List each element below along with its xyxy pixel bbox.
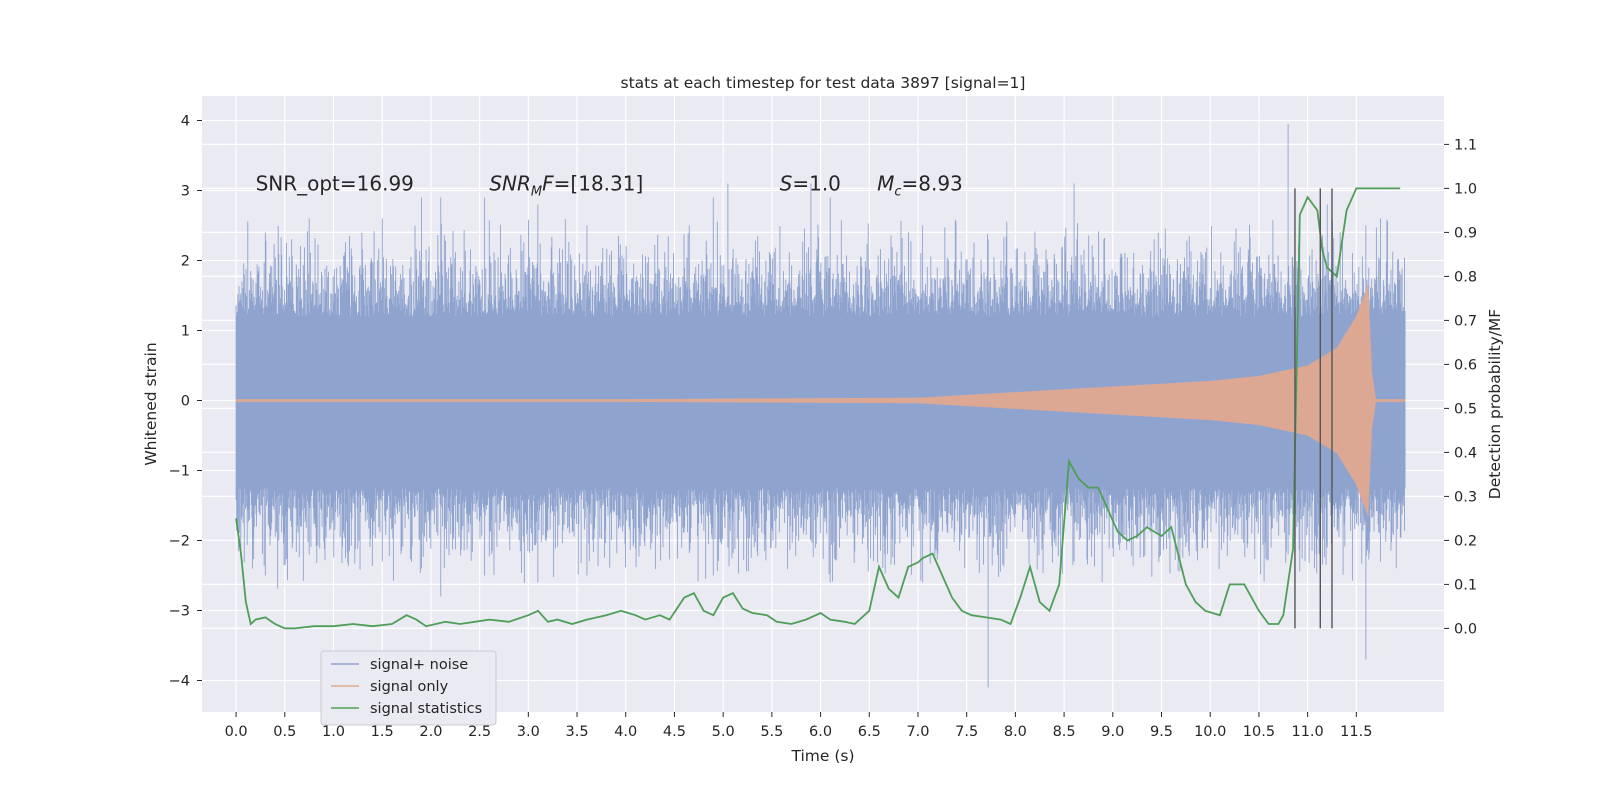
y2-tick-label: 0.2 [1454,533,1477,549]
y2-tick-label: 0.7 [1454,313,1477,329]
x-tick-label: 6.0 [809,724,832,740]
annotation-s: S=1.0 [780,172,841,196]
legend-label-signal-only: signal only [370,679,449,695]
x-tick-label: 10.5 [1243,724,1275,740]
chart-title: stats at each timestep for test data 389… [621,74,1026,92]
x-tick-label: 5.5 [760,724,783,740]
x-tick-label: 2.0 [419,724,442,740]
annotation-snr-mf: SNRMF=[18.31] [489,172,643,200]
x-tick-label: 8.0 [1004,724,1027,740]
y2-axis-label: Detection probability/MF [1486,309,1504,500]
y-tick-label: 1 [181,324,190,340]
legend-label-signal-noise: signal+ noise [370,657,468,673]
legend-label-signal-statistics: signal statistics [370,701,482,717]
series-signal-statistics [235,187,1401,630]
x-tick-label: 2.5 [468,724,491,740]
y2-tick-label: 0.6 [1454,357,1477,373]
x-tick-label: 11.5 [1340,724,1372,740]
x-tick-label: 4.0 [614,724,637,740]
y2-tick-label: 0.5 [1454,401,1477,417]
legend-frame [320,650,497,726]
x-tick-label: 7.0 [906,724,929,740]
y-tick-label: 0 [181,394,190,410]
y2-axis-ticks: 0.0 0.1 0.2 0.3 0.4 0.5 0.6 0.7 0.8 0.9 1.0 1.1 [1444,137,1477,637]
x-tick-label: 6.5 [858,724,881,740]
x-tick-label: 1.0 [322,724,345,740]
y2-tick-label: 0.1 [1454,577,1477,593]
legend: signal+ noise signal only signal statist… [320,650,497,726]
x-tick-label: 3.0 [517,724,540,740]
y2-tick-label: 0.4 [1454,445,1477,461]
x-axis-ticks: 0.0 0.5 1.0 1.5 2.0 2.5 3.0 3.5 4.0 4.5 5.0 5.5 6.0 6… [225,712,1372,740]
y2-tick-label: 0.0 [1454,621,1477,637]
y-tick-label: 2 [181,254,190,270]
x-tick-label: 5.0 [712,724,735,740]
x-tick-label: 0.5 [273,724,296,740]
x-tick-label: 9.5 [1150,724,1173,740]
x-tick-label: 10.0 [1194,724,1226,740]
y-tick-label: 4 [181,114,190,130]
y-tick-label: −4 [169,674,190,690]
x-tick-label: 3.5 [566,724,589,740]
annotation-snr-opt: SNR_opt=16.99 [256,172,414,196]
annotations: SNR_opt=16.99 SNRMF=[18.31] S=1.0 Mc=8.93 [256,172,963,200]
y2-tick-label: 1.0 [1454,181,1477,197]
y-tick-label: −3 [169,604,190,620]
series-signal-only [235,285,1406,516]
x-tick-label: 9.0 [1101,724,1124,740]
x-tick-label: 0.0 [225,724,248,740]
y2-tick-label: 0.9 [1454,225,1477,241]
y-tick-label: −1 [169,464,190,480]
y-tick-label: −2 [169,534,190,550]
x-tick-label: 1.5 [371,724,394,740]
y-axis-ticks: −4 −3 −2 −1 0 1 2 3 4 [169,114,202,690]
signal-only-trace [235,285,1406,516]
y2-tick-label: 1.1 [1454,137,1477,153]
annotation-mc: Mc=8.93 [877,172,963,200]
y-axis-label: Whitened strain [142,342,160,465]
x-tick-label: 4.5 [663,724,686,740]
x-tick-label: 7.5 [955,724,978,740]
signal-statistics-line [235,187,1401,630]
y2-tick-label: 0.8 [1454,269,1477,285]
x-axis-label: Time (s) [790,747,854,765]
y-tick-label: 3 [181,184,190,200]
y2-tick-label: 0.3 [1454,489,1477,505]
x-tick-label: 11.0 [1291,724,1323,740]
vertical-markers [1294,188,1333,629]
x-tick-label: 8.5 [1053,724,1076,740]
